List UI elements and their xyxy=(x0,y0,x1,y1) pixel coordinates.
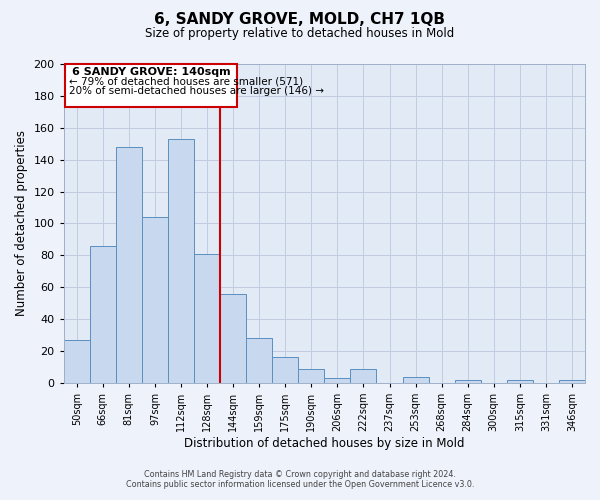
Text: Contains HM Land Registry data © Crown copyright and database right 2024.: Contains HM Land Registry data © Crown c… xyxy=(144,470,456,479)
Text: 20% of semi-detached houses are larger (146) →: 20% of semi-detached houses are larger (… xyxy=(69,86,324,97)
Bar xyxy=(64,340,90,383)
X-axis label: Distribution of detached houses by size in Mold: Distribution of detached houses by size … xyxy=(184,437,464,450)
Text: 6 SANDY GROVE: 140sqm: 6 SANDY GROVE: 140sqm xyxy=(72,67,230,77)
Bar xyxy=(194,254,220,383)
Bar xyxy=(272,358,298,383)
Bar xyxy=(168,139,194,383)
Bar xyxy=(116,147,142,383)
Bar xyxy=(559,380,585,383)
Text: ← 79% of detached houses are smaller (571): ← 79% of detached houses are smaller (57… xyxy=(69,77,303,87)
Text: Contains public sector information licensed under the Open Government Licence v3: Contains public sector information licen… xyxy=(126,480,474,489)
Bar xyxy=(507,380,533,383)
Bar xyxy=(220,294,246,383)
Bar xyxy=(142,217,168,383)
Text: Size of property relative to detached houses in Mold: Size of property relative to detached ho… xyxy=(145,28,455,40)
FancyBboxPatch shape xyxy=(65,64,237,107)
Bar xyxy=(350,368,376,383)
Bar xyxy=(90,246,116,383)
Bar xyxy=(325,378,350,383)
Text: 6, SANDY GROVE, MOLD, CH7 1QB: 6, SANDY GROVE, MOLD, CH7 1QB xyxy=(155,12,445,28)
Bar xyxy=(455,380,481,383)
Bar xyxy=(298,368,325,383)
Bar xyxy=(403,376,428,383)
Y-axis label: Number of detached properties: Number of detached properties xyxy=(15,130,28,316)
Bar xyxy=(246,338,272,383)
